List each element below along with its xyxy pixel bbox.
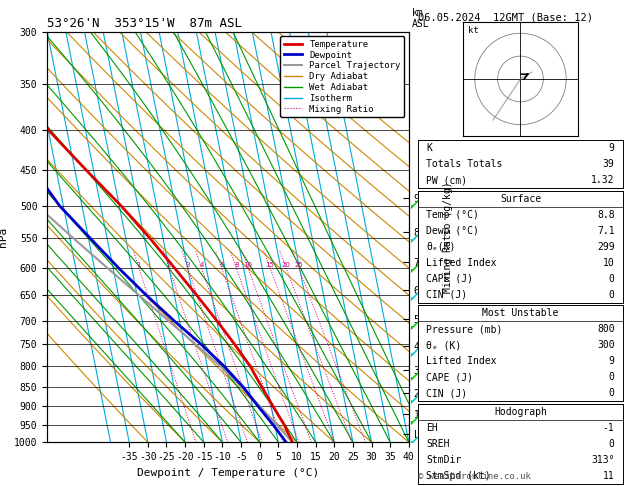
Text: 53°26'N  353°15'W  87m ASL: 53°26'N 353°15'W 87m ASL — [47, 17, 242, 31]
Text: 8.8: 8.8 — [597, 209, 615, 220]
Text: PW (cm): PW (cm) — [426, 175, 467, 185]
Text: Hodograph: Hodograph — [494, 407, 547, 417]
Text: Lifted Index: Lifted Index — [426, 258, 497, 268]
Text: StmSpd (kt): StmSpd (kt) — [426, 471, 491, 481]
Text: 4: 4 — [199, 262, 204, 268]
Text: 10: 10 — [603, 258, 615, 268]
Text: 20: 20 — [282, 262, 291, 268]
Text: Surface: Surface — [500, 193, 541, 204]
Text: Mixing Ratio (g/kg): Mixing Ratio (g/kg) — [443, 181, 454, 293]
Text: kt: kt — [468, 26, 479, 35]
Text: 2: 2 — [167, 262, 171, 268]
Text: 10: 10 — [243, 262, 253, 268]
Text: 15: 15 — [265, 262, 274, 268]
Text: © weatheronline.co.uk: © weatheronline.co.uk — [418, 472, 531, 481]
Text: θₑ (K): θₑ (K) — [426, 340, 462, 350]
Text: 300: 300 — [597, 340, 615, 350]
Text: 06.05.2024  12GMT (Base: 12): 06.05.2024 12GMT (Base: 12) — [418, 12, 593, 22]
Text: 9: 9 — [609, 143, 615, 153]
Text: CIN (J): CIN (J) — [426, 290, 467, 300]
Text: K: K — [426, 143, 432, 153]
Text: 0: 0 — [609, 290, 615, 300]
Text: Most Unstable: Most Unstable — [482, 308, 559, 318]
Text: 313°: 313° — [591, 455, 615, 465]
Text: 8: 8 — [234, 262, 238, 268]
Text: 39: 39 — [603, 159, 615, 169]
Text: 299: 299 — [597, 242, 615, 252]
Text: 0: 0 — [609, 372, 615, 382]
Text: 3: 3 — [186, 262, 190, 268]
Text: 0: 0 — [609, 274, 615, 284]
Text: Dewp (°C): Dewp (°C) — [426, 226, 479, 236]
Text: 0: 0 — [609, 388, 615, 399]
Text: StmDir: StmDir — [426, 455, 462, 465]
Text: -1: -1 — [603, 423, 615, 433]
Y-axis label: hPa: hPa — [0, 227, 8, 247]
Text: CAPE (J): CAPE (J) — [426, 274, 474, 284]
Text: 1.32: 1.32 — [591, 175, 615, 185]
Text: θₑ(K): θₑ(K) — [426, 242, 456, 252]
Text: CIN (J): CIN (J) — [426, 388, 467, 399]
Text: CAPE (J): CAPE (J) — [426, 372, 474, 382]
Text: 6: 6 — [220, 262, 224, 268]
Text: Totals Totals: Totals Totals — [426, 159, 503, 169]
Text: Lifted Index: Lifted Index — [426, 356, 497, 366]
Legend: Temperature, Dewpoint, Parcel Trajectory, Dry Adiabat, Wet Adiabat, Isotherm, Mi: Temperature, Dewpoint, Parcel Trajectory… — [281, 36, 404, 117]
Text: 25: 25 — [294, 262, 303, 268]
X-axis label: Dewpoint / Temperature (°C): Dewpoint / Temperature (°C) — [137, 468, 319, 478]
Text: Pressure (mb): Pressure (mb) — [426, 324, 503, 334]
Text: 9: 9 — [609, 356, 615, 366]
Text: 11: 11 — [603, 471, 615, 481]
Text: EH: EH — [426, 423, 438, 433]
Text: 7.1: 7.1 — [597, 226, 615, 236]
Text: SREH: SREH — [426, 439, 450, 449]
Text: 800: 800 — [597, 324, 615, 334]
Text: km
ASL: km ASL — [412, 8, 430, 29]
Text: 0: 0 — [609, 439, 615, 449]
Text: Temp (°C): Temp (°C) — [426, 209, 479, 220]
Text: 1: 1 — [136, 262, 141, 268]
